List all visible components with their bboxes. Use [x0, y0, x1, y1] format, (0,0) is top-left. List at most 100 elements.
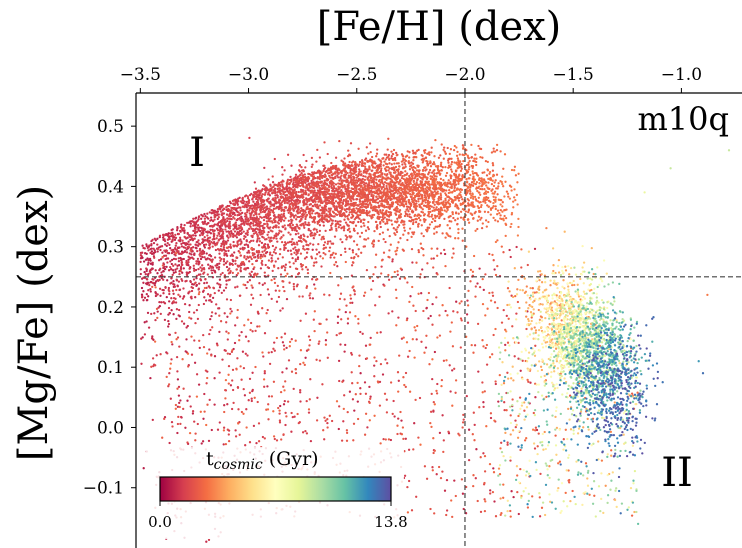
data-point	[179, 225, 183, 229]
data-point	[392, 189, 395, 192]
data-point	[202, 345, 206, 349]
data-point	[225, 283, 228, 286]
data-point	[194, 228, 197, 231]
data-point	[213, 291, 216, 295]
data-point	[212, 242, 215, 245]
data-point	[258, 231, 261, 234]
data-point	[225, 213, 229, 216]
data-point	[255, 193, 258, 196]
data-point	[344, 170, 347, 173]
data-point	[293, 202, 296, 205]
data-point	[472, 411, 475, 414]
data-point	[383, 284, 386, 287]
data-point	[378, 404, 382, 407]
data-point	[234, 259, 237, 262]
data-point	[317, 242, 320, 246]
data-point	[259, 224, 262, 227]
data-point	[340, 159, 343, 162]
data-point	[314, 184, 317, 188]
data-point	[445, 509, 449, 512]
data-point	[445, 513, 448, 517]
data-point	[411, 261, 414, 264]
data-point	[276, 196, 279, 199]
data-point	[538, 515, 542, 518]
data-point	[153, 283, 157, 287]
data-point	[230, 229, 233, 233]
data-point	[358, 163, 361, 166]
data-point	[251, 228, 255, 231]
data-point	[492, 259, 495, 262]
data-point	[161, 264, 165, 267]
data-point	[182, 295, 186, 298]
data-point	[337, 427, 340, 431]
data-point	[210, 209, 213, 212]
data-point	[251, 371, 254, 374]
data-point	[249, 239, 253, 243]
data-point	[396, 371, 400, 374]
data-point	[270, 260, 273, 263]
data-point	[185, 279, 188, 283]
data-point	[231, 388, 235, 392]
data-point	[337, 284, 340, 287]
data-point	[213, 237, 216, 241]
data-point	[259, 293, 262, 297]
data-point	[318, 359, 322, 362]
data-point	[151, 335, 154, 338]
data-point	[181, 263, 184, 267]
data-point	[397, 417, 400, 420]
data-point	[345, 238, 348, 241]
data-point	[227, 279, 230, 282]
data-point	[414, 152, 417, 155]
data-point	[407, 479, 411, 483]
data-point	[186, 221, 189, 225]
data-point	[500, 321, 504, 324]
data-point	[284, 217, 287, 220]
data-point	[371, 242, 374, 245]
data-point	[258, 282, 261, 285]
data-point	[366, 214, 369, 217]
data-point	[330, 222, 334, 225]
data-point	[442, 439, 445, 442]
data-point	[238, 334, 241, 337]
data-point	[373, 375, 376, 378]
data-point	[334, 171, 337, 174]
data-point	[476, 282, 479, 285]
data-point	[177, 239, 180, 242]
data-point	[191, 238, 195, 241]
data-point	[407, 448, 411, 451]
data-point	[183, 302, 187, 306]
data-point	[256, 204, 259, 207]
data-point	[267, 246, 270, 250]
data-point	[259, 211, 262, 214]
data-point	[183, 231, 186, 235]
data-point	[227, 433, 230, 436]
data-point	[236, 203, 239, 206]
data-point	[361, 332, 364, 335]
data-point	[432, 266, 435, 269]
data-point	[152, 252, 155, 255]
data-point	[188, 257, 191, 260]
data-point	[274, 235, 277, 238]
data-point	[329, 207, 333, 210]
data-point	[257, 249, 261, 253]
data-point	[296, 257, 300, 261]
data-point	[156, 237, 159, 240]
data-point	[247, 227, 251, 231]
data-point	[297, 239, 301, 243]
data-point	[174, 331, 177, 335]
data-point	[231, 271, 234, 275]
data-point	[341, 240, 344, 244]
data-point	[284, 198, 287, 201]
data-point	[460, 300, 463, 303]
data-point	[151, 418, 154, 422]
data-point	[203, 217, 207, 220]
data-point	[201, 440, 205, 443]
data-point	[194, 221, 197, 225]
data-point	[267, 178, 270, 181]
data-point	[276, 240, 279, 243]
data-point	[379, 331, 382, 334]
data-point	[176, 431, 179, 435]
data-point	[163, 417, 166, 421]
data-point	[159, 312, 162, 316]
data-point	[343, 173, 346, 177]
